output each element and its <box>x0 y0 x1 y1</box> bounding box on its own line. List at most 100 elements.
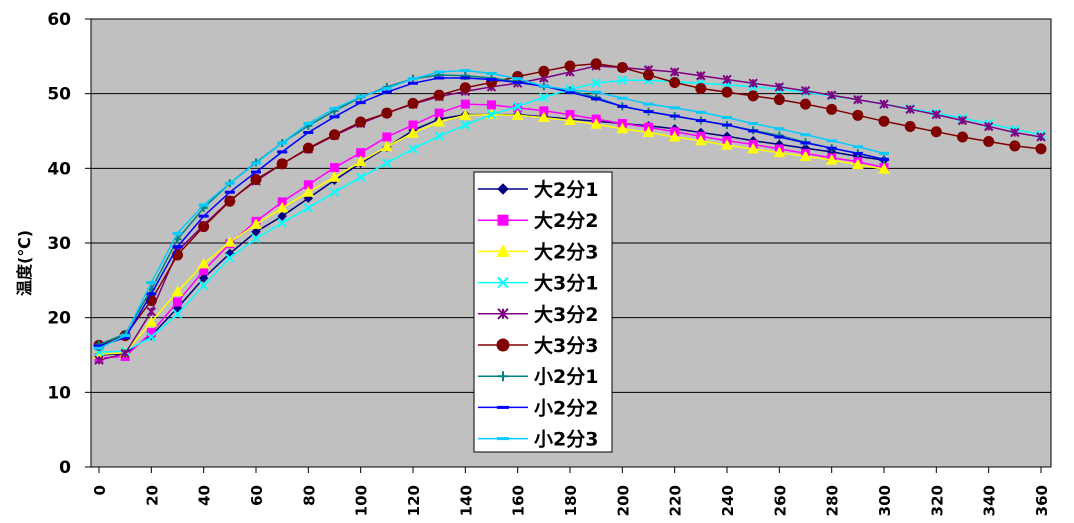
legend-label: 大3分1 <box>534 272 598 295</box>
legend-label: 大2分1 <box>534 178 598 201</box>
data-point <box>590 118 603 129</box>
x-tick-label: 180 <box>562 485 580 516</box>
data-point <box>957 131 968 143</box>
legend-label: 小2分1 <box>534 366 598 388</box>
data-point <box>643 69 654 81</box>
x-tick-label: 0 <box>91 485 109 495</box>
data-point <box>224 195 236 207</box>
data-point <box>171 285 184 297</box>
data-point <box>380 140 393 152</box>
x-tick-label: 280 <box>824 485 842 516</box>
y-tick-label: 20 <box>47 309 71 329</box>
data-point <box>408 144 418 154</box>
data-point <box>722 74 732 85</box>
x-tick-label: 20 <box>143 485 161 506</box>
legend-item: 小2分3 <box>478 429 598 451</box>
x-tick-label: 40 <box>196 485 214 506</box>
data-point <box>773 94 785 106</box>
legend-marker <box>497 183 509 195</box>
data-point <box>225 253 235 263</box>
data-point <box>904 121 916 133</box>
data-point <box>852 109 864 121</box>
data-point <box>905 104 915 115</box>
data-point <box>853 94 863 105</box>
data-point <box>721 86 733 98</box>
data-point <box>329 187 340 197</box>
data-point <box>251 233 261 244</box>
legend-label: 大3分3 <box>534 334 598 357</box>
data-point <box>433 89 445 101</box>
legend-marker <box>497 214 509 226</box>
data-point <box>983 135 995 147</box>
data-point <box>878 163 890 174</box>
y-tick-label: 10 <box>47 383 71 403</box>
data-point <box>564 60 576 72</box>
x-tick-label: 320 <box>928 485 946 516</box>
legend-item: 小2分1 <box>478 366 598 388</box>
data-point <box>276 158 288 170</box>
x-tick-label: 240 <box>719 485 737 516</box>
data-point <box>382 132 392 142</box>
legend-item: 大3分2 <box>478 303 598 326</box>
series-layer <box>93 58 1047 365</box>
data-point <box>303 203 314 213</box>
data-point <box>459 82 471 94</box>
data-point <box>590 58 602 70</box>
data-point <box>382 158 392 168</box>
legend-label: 大2分3 <box>534 240 598 263</box>
data-point <box>460 120 471 130</box>
data-point <box>512 101 523 112</box>
data-point <box>983 121 994 132</box>
data-point <box>120 348 130 359</box>
data-point <box>537 111 550 123</box>
data-point <box>1035 143 1047 155</box>
data-point <box>931 109 942 120</box>
x-tick-label: 220 <box>667 485 685 516</box>
data-point <box>1010 127 1020 138</box>
x-tick-label: 360 <box>1033 485 1051 516</box>
data-point <box>329 129 340 141</box>
data-point <box>826 90 837 100</box>
data-point <box>773 146 786 158</box>
data-point <box>198 221 210 233</box>
data-point <box>356 148 366 158</box>
data-point <box>223 236 236 247</box>
data-point <box>694 134 707 146</box>
data-point <box>774 82 785 92</box>
data-point <box>486 109 497 120</box>
y-tick-label: 0 <box>59 458 71 478</box>
data-point <box>407 127 419 138</box>
x-tick-label: 200 <box>614 485 632 516</box>
data-point <box>381 107 393 119</box>
data-point <box>669 76 681 88</box>
legend-label: 大2分2 <box>534 209 598 232</box>
series-6 <box>93 58 1047 351</box>
data-point <box>539 92 549 103</box>
data-point <box>1009 140 1021 152</box>
y-tick-label: 50 <box>47 85 71 105</box>
data-point <box>748 78 758 88</box>
data-point <box>696 71 706 81</box>
data-point <box>198 273 209 283</box>
data-point <box>930 126 942 138</box>
data-point <box>250 174 262 186</box>
x-tick-label: 260 <box>771 485 789 516</box>
data-point <box>800 98 811 110</box>
data-point <box>302 186 315 197</box>
data-point <box>277 218 287 228</box>
data-point <box>957 115 968 126</box>
x-tick-label: 80 <box>300 485 318 506</box>
data-point <box>330 163 339 173</box>
series-9 <box>94 69 889 350</box>
x-tick-label: 60 <box>248 485 266 506</box>
data-point <box>1036 132 1046 142</box>
data-point <box>747 142 760 154</box>
data-point <box>642 126 655 137</box>
data-point <box>146 306 157 317</box>
data-point <box>695 82 707 94</box>
data-point <box>197 257 210 269</box>
legend-marker <box>496 244 510 257</box>
legend-item: 大3分3 <box>478 334 598 357</box>
x-tick-label: 340 <box>981 485 999 516</box>
